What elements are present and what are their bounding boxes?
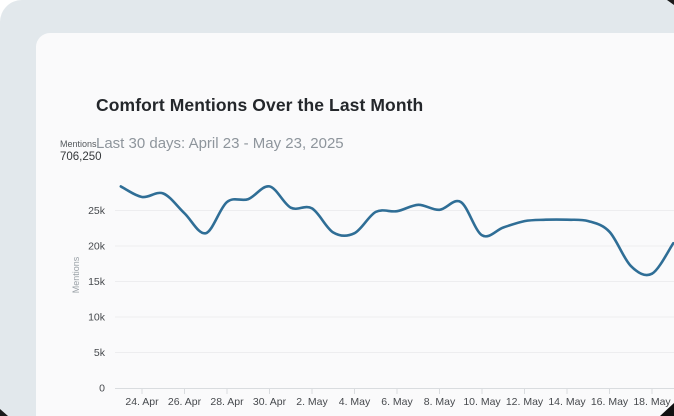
y-tick-label: 0: [99, 383, 105, 395]
x-tick-label: 30. Apr: [253, 396, 287, 408]
y-tick-label: 15k: [88, 276, 106, 288]
x-tick-label: 28. Apr: [210, 396, 244, 408]
x-tick-label: 14. May: [548, 396, 586, 408]
card-title: Comfort Mentions Over the Last Month: [96, 95, 424, 115]
x-tick-label: 26. Apr: [168, 396, 202, 408]
card-subtitle: Last 30 days: April 23 - May 23, 2025: [96, 135, 344, 152]
y-tick-label: 25k: [88, 205, 106, 217]
y-tick-label: 5k: [94, 347, 106, 359]
corner-notch-top-right: [667, 0, 674, 5]
x-tick-label: 24. Apr: [125, 396, 159, 408]
stat-label: Mentions: [60, 139, 97, 149]
x-tick-label: 16. May: [591, 396, 629, 408]
mouse-cursor: [660, 403, 674, 416]
x-tick-label: 4. May: [339, 396, 371, 408]
y-tick-label: 10k: [88, 312, 106, 324]
series-line-mentions[interactable]: [119, 185, 674, 277]
x-tick-label: 12. May: [506, 396, 544, 408]
y-tick-label: 20k: [88, 241, 106, 253]
corner-notch-bottom-left: [0, 409, 8, 416]
x-tick-label: 6. May: [381, 396, 413, 408]
x-tick-label: 2. May: [296, 396, 328, 408]
stat-value: 706,250: [60, 151, 102, 164]
x-tick-label: 8. May: [424, 396, 456, 408]
x-tick-label: 10. May: [463, 396, 501, 408]
mentions-total-stat: Mentions 706,250: [60, 139, 102, 165]
